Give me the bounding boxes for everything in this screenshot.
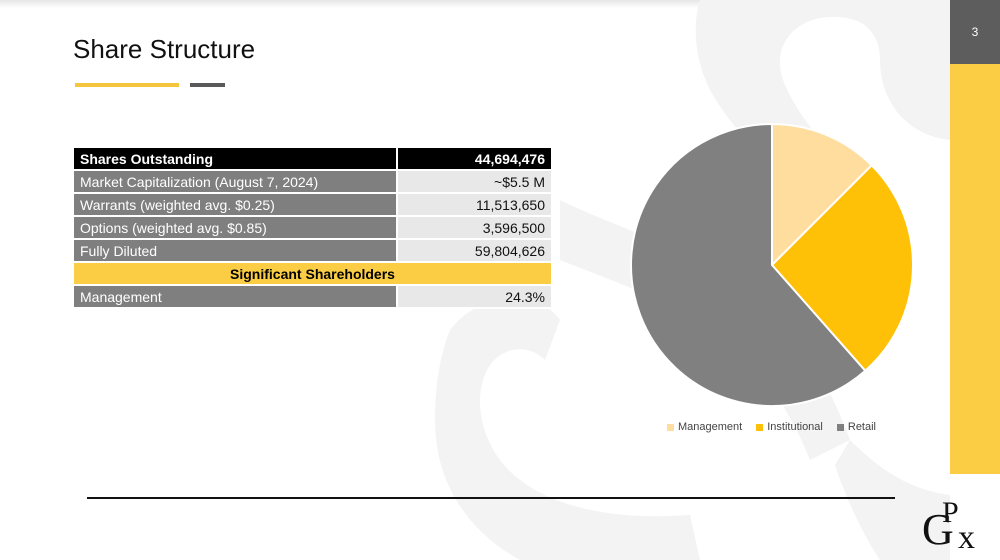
svg-text:G: G	[922, 505, 954, 554]
shares-outstanding-label: Shares Outstanding	[74, 148, 398, 171]
row-label: Market Capitalization (August 7, 2024)	[74, 171, 398, 194]
pie-slice-management	[771, 122, 874, 268]
sidebar-accent-bar	[950, 64, 1000, 474]
svg-text:P: P	[942, 496, 959, 529]
row-label: Options (weighted avg. $0.85)	[74, 217, 398, 240]
gpx-logo: G P x	[922, 496, 975, 554]
chart-legend: Management Institutional Retail	[667, 421, 876, 433]
title-underline-gray	[190, 83, 225, 87]
table-row: Market Capitalization (August 7, 2024) ~…	[74, 171, 551, 194]
row-label: Management	[74, 286, 398, 309]
legend-item-management: Management	[667, 421, 742, 433]
pie-slice-retail	[630, 122, 867, 407]
table-row: Warrants (weighted avg. $0.25) 11,513,65…	[74, 194, 551, 217]
table-row: Fully Diluted 59,804,626	[74, 240, 551, 263]
table-row: Management 24.3%	[74, 286, 551, 309]
share-structure-table: Shares Outstanding 44,694,476 Market Cap…	[74, 148, 551, 309]
shares-outstanding-value: 44,694,476	[398, 148, 551, 171]
legend-swatch	[836, 423, 844, 431]
pie-slice-institutional	[770, 163, 914, 373]
significant-shareholders-heading: Significant Shareholders	[74, 263, 551, 286]
legend-swatch	[756, 423, 764, 431]
page-number: 3	[950, 0, 1000, 64]
table-row: Options (weighted avg. $0.85) 3,596,500	[74, 217, 551, 240]
shareholder-pie-chart	[630, 122, 914, 407]
row-value: 3,596,500	[398, 217, 551, 240]
row-value: ~$5.5 M	[398, 171, 551, 194]
title-underline-yellow	[75, 83, 179, 87]
legend-label: Management	[678, 421, 743, 433]
footer-divider	[87, 497, 895, 499]
legend-label: Retail	[847, 421, 876, 433]
section-header-row: Significant Shareholders	[74, 263, 551, 286]
legend-swatch	[667, 423, 674, 431]
row-label: Fully Diluted	[74, 240, 398, 263]
row-value: 11,513,650	[398, 194, 551, 217]
row-value: 24.3%	[398, 286, 551, 309]
table-header-row: Shares Outstanding 44,694,476	[74, 148, 551, 171]
top-shadow	[0, 0, 950, 8]
legend-item-retail: Retail	[836, 421, 876, 433]
row-value: 59,804,626	[398, 240, 551, 263]
row-label: Warrants (weighted avg. $0.25)	[74, 194, 398, 217]
slide-title: Share Structure	[73, 34, 256, 64]
legend-label: Institutional	[767, 421, 823, 433]
legend-item-institutional: Institutional	[756, 421, 823, 433]
svg-text:x: x	[958, 519, 975, 554]
